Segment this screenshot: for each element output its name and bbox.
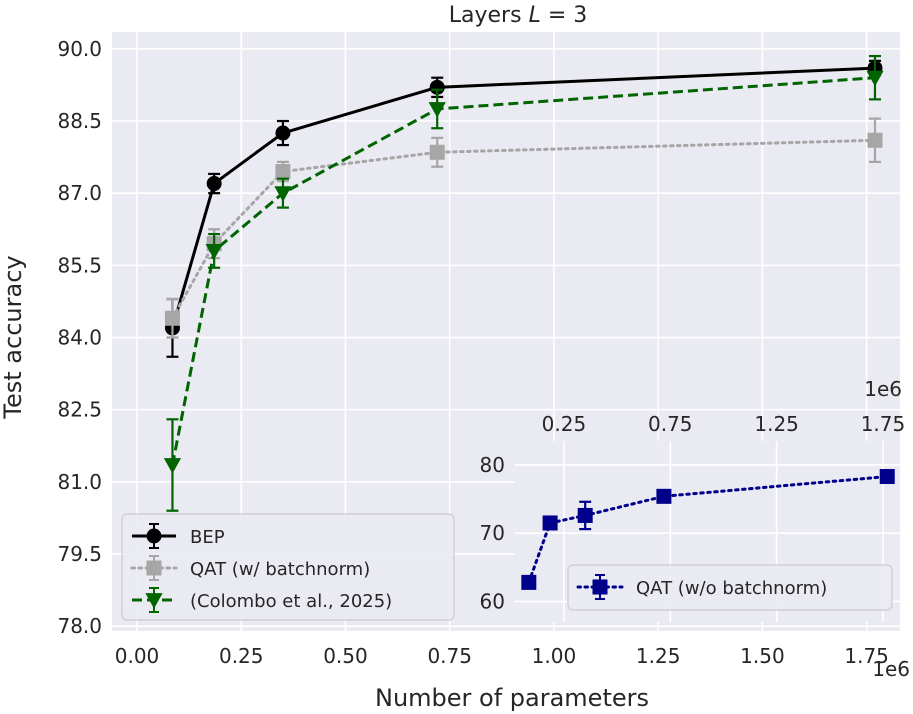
data-point bbox=[542, 515, 558, 531]
main-tick-labels: 0.00 0.25 0.50 0.75 1.00 1.25 1.50 1.75 78.0 79.5… bbox=[57, 37, 888, 668]
inset-series bbox=[521, 469, 895, 590]
legend-marker bbox=[146, 560, 162, 576]
data-point bbox=[274, 186, 292, 202]
series-1 bbox=[164, 117, 883, 339]
data-point bbox=[521, 574, 537, 590]
y-axis-label: Test accuracy bbox=[0, 255, 27, 419]
data-point bbox=[429, 144, 445, 160]
y-tick-label: 60 bbox=[480, 590, 505, 614]
x-axis-label: Number of parameters bbox=[375, 684, 649, 712]
x-tick-label: 0.25 bbox=[219, 644, 264, 668]
chart-title: Layers L = 3 bbox=[449, 3, 588, 28]
x-axis-multiplier: 1e6 bbox=[872, 657, 910, 681]
data-point bbox=[164, 310, 180, 326]
data-point bbox=[163, 458, 182, 474]
x-tick-label: 1.25 bbox=[636, 644, 681, 668]
legend-marker bbox=[145, 593, 163, 609]
inset-x-axis-multiplier: 1e6 bbox=[864, 377, 902, 401]
legend-entry: QAT (w/ batchnorm) bbox=[130, 555, 370, 581]
x-tick-label: 0.75 bbox=[427, 644, 472, 668]
legend-frame bbox=[121, 513, 455, 621]
x-tick-label: 0.75 bbox=[648, 412, 693, 436]
series-2 bbox=[163, 54, 884, 512]
y-tick-label: 78.0 bbox=[57, 614, 102, 638]
y-tick-label: 81.0 bbox=[57, 470, 102, 494]
y-tick-label: 79.5 bbox=[57, 542, 102, 566]
data-point bbox=[867, 132, 883, 148]
series-0 bbox=[521, 469, 895, 590]
y-tick-label: 87.0 bbox=[57, 181, 102, 205]
main-series bbox=[163, 54, 884, 512]
x-tick-label: 1.00 bbox=[532, 644, 577, 668]
x-tick-label: 1.50 bbox=[740, 644, 785, 668]
legend-marker bbox=[146, 528, 162, 544]
data-point bbox=[275, 125, 291, 141]
x-tick-label: 0.00 bbox=[115, 644, 160, 668]
x-tick-label: 0.25 bbox=[542, 412, 587, 436]
legend-frame bbox=[567, 564, 893, 611]
y-tick-label: 88.5 bbox=[57, 109, 102, 133]
y-tick-label: 90.0 bbox=[57, 37, 102, 61]
y-tick-label: 82.5 bbox=[57, 398, 102, 422]
legend-label: (Colombo et al., 2025) bbox=[190, 591, 392, 612]
main-legend: BEP QAT (w/ batchnorm) (Colombo et al., 20… bbox=[121, 513, 455, 621]
y-tick-label: 70 bbox=[480, 521, 505, 545]
y-tick-label: 85.5 bbox=[57, 253, 102, 277]
legend-label: QAT (w/ batchnorm) bbox=[190, 559, 370, 580]
x-tick-label: 0.50 bbox=[323, 644, 368, 668]
data-point bbox=[275, 164, 291, 180]
data-point bbox=[429, 79, 445, 95]
data-point bbox=[656, 488, 672, 504]
data-point bbox=[866, 70, 884, 87]
legend-label: QAT (w/o batchnorm) bbox=[636, 578, 827, 599]
x-tick-label: 1.25 bbox=[754, 412, 799, 436]
legend-entry: (Colombo et al., 2025) bbox=[132, 587, 392, 613]
inset-tick-labels: 0.25 0.75 1.25 1.75 60 70 80 bbox=[480, 412, 906, 614]
legend-entry: QAT (w/o batchnorm) bbox=[576, 574, 827, 600]
data-point bbox=[206, 176, 222, 192]
inset-legend: QAT (w/o batchnorm) bbox=[567, 564, 893, 611]
data-point bbox=[879, 469, 895, 485]
y-tick-label: 80 bbox=[480, 453, 505, 477]
legend-marker bbox=[592, 579, 608, 595]
data-point bbox=[577, 507, 593, 523]
x-tick-label: 1.75 bbox=[844, 644, 889, 668]
y-tick-label: 84.0 bbox=[57, 326, 102, 350]
data-point bbox=[205, 244, 223, 260]
data-point bbox=[428, 102, 446, 118]
legend-label: BEP bbox=[190, 527, 225, 548]
x-tick-label: 1.75 bbox=[861, 412, 906, 436]
legend-entry: BEP bbox=[132, 523, 225, 549]
